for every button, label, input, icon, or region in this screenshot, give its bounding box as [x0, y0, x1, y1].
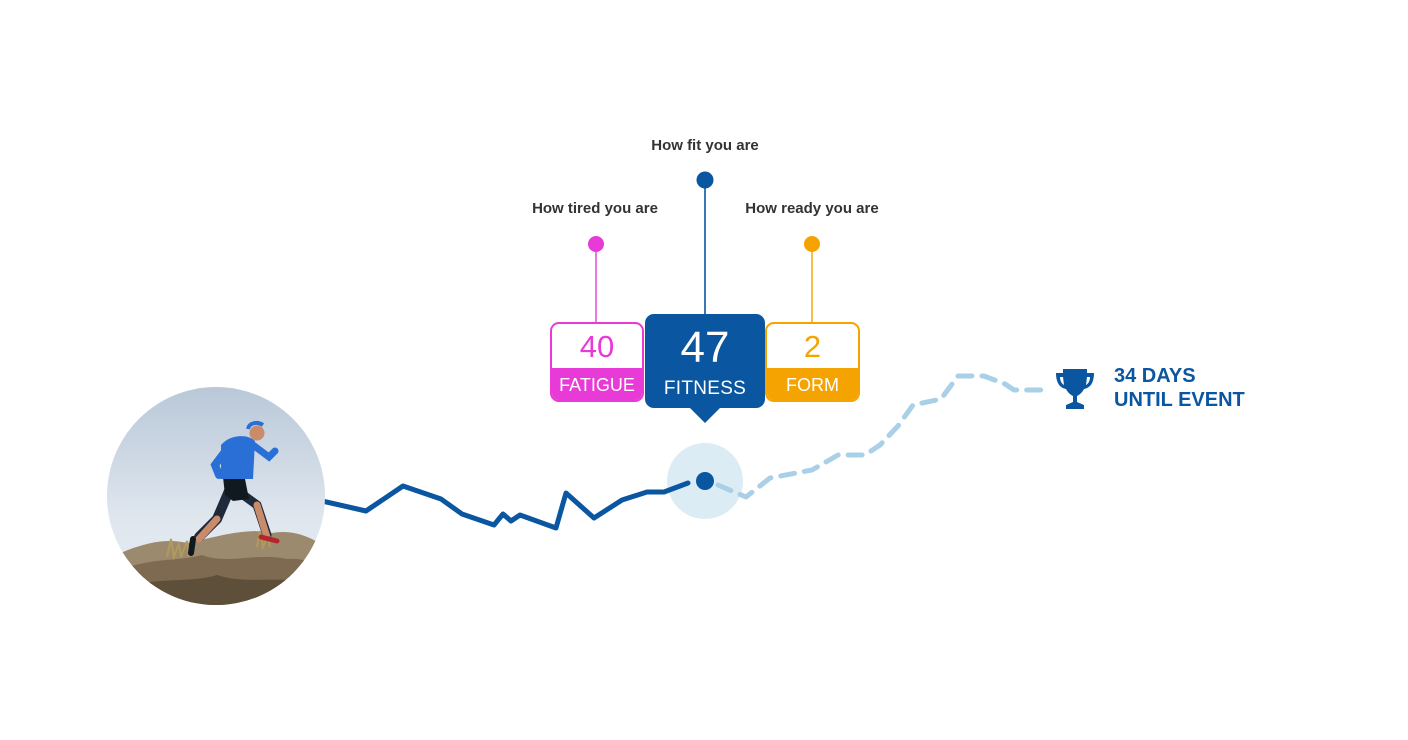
current-point-dot	[696, 472, 714, 490]
fitness-value: 47	[680, 323, 730, 372]
fitness-caption: How fit you are	[651, 137, 759, 154]
fitness-card: 47 FITNESS	[645, 314, 765, 423]
fitness-history-line	[319, 480, 691, 531]
event-days: 34 DAYS	[1114, 365, 1196, 387]
form-caption: How ready you are	[745, 200, 879, 217]
fatigue-caption: How tired you are	[532, 200, 658, 217]
trophy-icon	[1056, 369, 1094, 409]
runner-photo	[107, 387, 325, 605]
fitness-projection-line	[715, 373, 1049, 500]
form-card: 2 FORM	[765, 322, 860, 402]
fatigue-label: FATIGUE	[552, 368, 642, 400]
fatigue-card: 40 FATIGUE	[550, 322, 644, 402]
fitness-card-pointer	[689, 407, 721, 423]
fatigue-value: 40	[579, 329, 615, 364]
event-countdown: 34 DAYS UNTIL EVENT	[1054, 364, 1294, 414]
form-value: 2	[803, 329, 822, 364]
fitness-marker-dot	[696, 171, 714, 189]
runner-illustration	[107, 387, 325, 605]
form-marker-dot	[804, 236, 820, 252]
fitness-label: FITNESS	[663, 378, 747, 399]
event-text: 34 DAYS UNTIL EVENT	[1114, 364, 1245, 412]
fatigue-marker-dot	[588, 236, 604, 252]
event-label: UNTIL EVENT	[1114, 389, 1245, 411]
form-label: FORM	[767, 368, 858, 400]
